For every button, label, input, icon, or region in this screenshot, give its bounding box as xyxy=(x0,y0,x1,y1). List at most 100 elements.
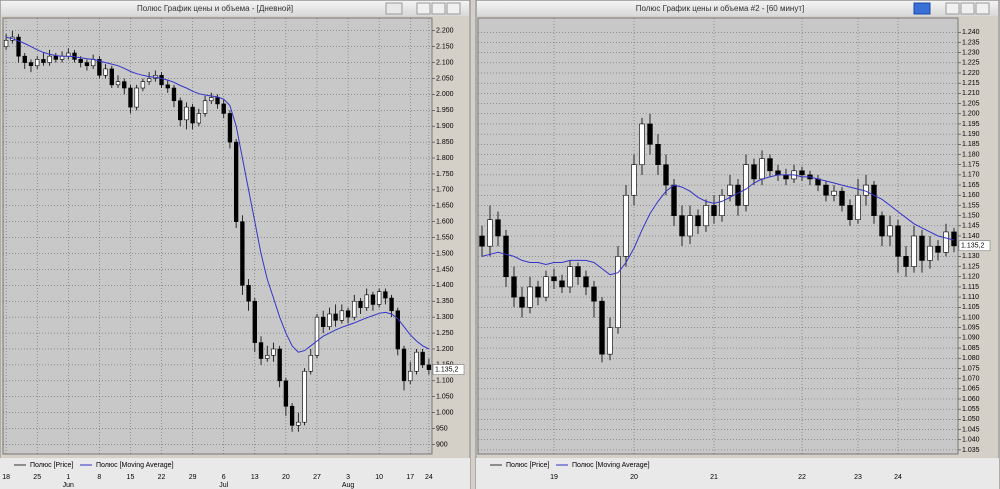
x-tick-label: 18 xyxy=(2,474,10,481)
title-bar xyxy=(1,1,469,16)
candle-body xyxy=(246,285,251,302)
candle-body xyxy=(871,184,877,216)
y-tick-label: 1.125 xyxy=(962,263,980,270)
pin-button[interactable] xyxy=(913,2,931,15)
y-tick-label: 1.185 xyxy=(962,141,980,148)
y-tick-label: 2.050 xyxy=(436,75,454,82)
y-tick-label: 1.175 xyxy=(962,162,980,169)
y-tick-label: 1.080 xyxy=(962,355,980,362)
footer xyxy=(476,458,999,489)
candle-body xyxy=(221,103,226,114)
y-tick-label: 1.095 xyxy=(962,325,980,332)
candle-body xyxy=(128,87,133,108)
month-label: Aug xyxy=(342,482,355,489)
candle-body xyxy=(408,370,413,382)
candle-body xyxy=(271,348,276,356)
candle-body xyxy=(743,164,749,206)
y-tick-label: 1.055 xyxy=(962,406,980,413)
candle-body xyxy=(78,59,83,63)
candle-body xyxy=(327,313,332,328)
y-tick-label: 1.240 xyxy=(962,29,980,36)
moving-average-line xyxy=(5,36,430,353)
candle-body xyxy=(22,55,27,63)
y-tick-label: 950 xyxy=(436,425,448,432)
y-tick-label: 1.600 xyxy=(436,219,454,226)
candle-body xyxy=(16,36,21,57)
y-tick-label: 1.205 xyxy=(962,100,980,107)
x-tick-label: 1 xyxy=(66,474,70,481)
y-tick-label: 1.130 xyxy=(962,253,980,260)
candle-body xyxy=(623,194,629,257)
minimize-button[interactable] xyxy=(416,2,431,15)
close-button[interactable] xyxy=(975,2,990,15)
y-tick-label: 1.200 xyxy=(962,111,980,118)
candle-body xyxy=(567,266,573,288)
candle-body xyxy=(551,276,557,282)
y-tick-label: 2.000 xyxy=(436,91,454,98)
candle-body xyxy=(863,184,869,196)
candle-body xyxy=(395,310,400,350)
last-price-box xyxy=(432,364,465,375)
candle-body xyxy=(895,225,901,257)
candle-body xyxy=(233,141,239,222)
maximize-button[interactable] xyxy=(431,2,446,15)
candle-body xyxy=(647,123,653,145)
y-tick-label: 1.225 xyxy=(962,60,980,67)
candle-body xyxy=(370,294,376,305)
y-tick-label: 1.165 xyxy=(962,182,980,189)
last-price-label: 1.135,2 xyxy=(435,366,458,373)
x-tick-label: 3 xyxy=(346,474,350,481)
candle-body xyxy=(903,256,909,267)
y-tick-label: 1.900 xyxy=(436,123,454,130)
candle-body xyxy=(519,296,525,308)
y-tick-label: 1.550 xyxy=(436,234,454,241)
x-tick-label: 17 xyxy=(406,474,414,481)
minimize-button[interactable] xyxy=(945,2,960,15)
plot-area xyxy=(2,17,433,455)
candle-body xyxy=(252,300,257,343)
y-tick-label: 1.100 xyxy=(436,378,454,385)
candle-body xyxy=(265,355,270,359)
candle-body xyxy=(919,235,925,261)
y-tick-label: 1.110 xyxy=(962,294,979,301)
y-tick-label: 1.140 xyxy=(962,233,980,240)
candle-body xyxy=(84,62,90,67)
candle-body xyxy=(535,286,541,298)
y-tick-label: 1.070 xyxy=(962,375,980,382)
candle-body xyxy=(122,81,127,89)
y-tick-label: 1.085 xyxy=(962,345,980,352)
candle-body xyxy=(414,351,419,372)
candle-body xyxy=(727,184,733,196)
moving-average-line xyxy=(481,174,955,276)
maximize-button[interactable] xyxy=(960,2,975,15)
y-tick-label: 1.850 xyxy=(436,139,454,146)
y-tick-label: 1.215 xyxy=(962,80,980,87)
candle-body xyxy=(426,364,432,370)
candle-body xyxy=(196,113,202,124)
candle-body xyxy=(927,245,933,261)
candle-body xyxy=(321,316,326,328)
y-tick-label: 1.145 xyxy=(962,223,980,230)
candle-body xyxy=(831,190,837,196)
y-tick-label: 1.155 xyxy=(962,202,980,209)
y-tick-label: 1.120 xyxy=(962,274,980,281)
candle-body xyxy=(735,184,741,206)
candle-body xyxy=(911,235,917,267)
candle-body xyxy=(165,84,170,89)
x-tick-label: 27 xyxy=(313,474,321,481)
candle-body xyxy=(283,380,289,407)
y-tick-label: 2.200 xyxy=(436,28,454,35)
y-tick-label: 1.035 xyxy=(962,447,980,454)
candle-body xyxy=(296,421,301,426)
close-button[interactable] xyxy=(446,2,461,15)
candle-body xyxy=(527,286,533,308)
candle-body xyxy=(159,74,164,86)
candle-body xyxy=(583,276,589,288)
candle-body xyxy=(839,190,845,206)
candle-body xyxy=(823,184,829,196)
pin-button[interactable] xyxy=(385,2,403,15)
x-tick-label: 15 xyxy=(127,474,135,481)
candle-body xyxy=(389,297,394,312)
x-tick-label: 25 xyxy=(33,474,41,481)
